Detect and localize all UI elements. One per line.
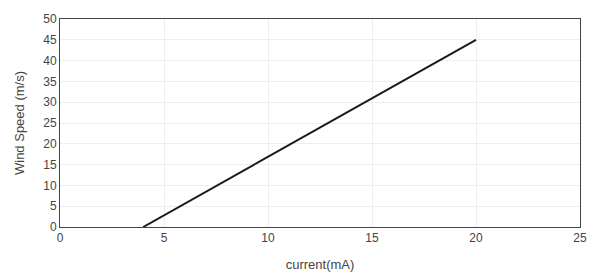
svg-text:5: 5	[161, 231, 168, 245]
svg-text:0: 0	[50, 220, 57, 234]
svg-text:25: 25	[43, 116, 57, 130]
svg-text:50: 50	[43, 12, 57, 26]
svg-text:Wind Speed (m/s): Wind Speed (m/s)	[12, 71, 27, 175]
svg-text:current(mA): current(mA)	[286, 257, 355, 272]
svg-text:20: 20	[469, 231, 483, 245]
svg-text:15: 15	[365, 231, 379, 245]
svg-text:10: 10	[261, 231, 275, 245]
svg-text:5: 5	[50, 199, 57, 213]
svg-text:15: 15	[43, 158, 57, 172]
svg-text:45: 45	[43, 33, 57, 47]
svg-text:30: 30	[43, 95, 57, 109]
svg-text:25: 25	[573, 231, 587, 245]
svg-text:40: 40	[43, 54, 57, 68]
svg-text:35: 35	[43, 75, 57, 89]
svg-text:0: 0	[57, 231, 64, 245]
svg-text:20: 20	[43, 137, 57, 151]
svg-text:10: 10	[43, 179, 57, 193]
